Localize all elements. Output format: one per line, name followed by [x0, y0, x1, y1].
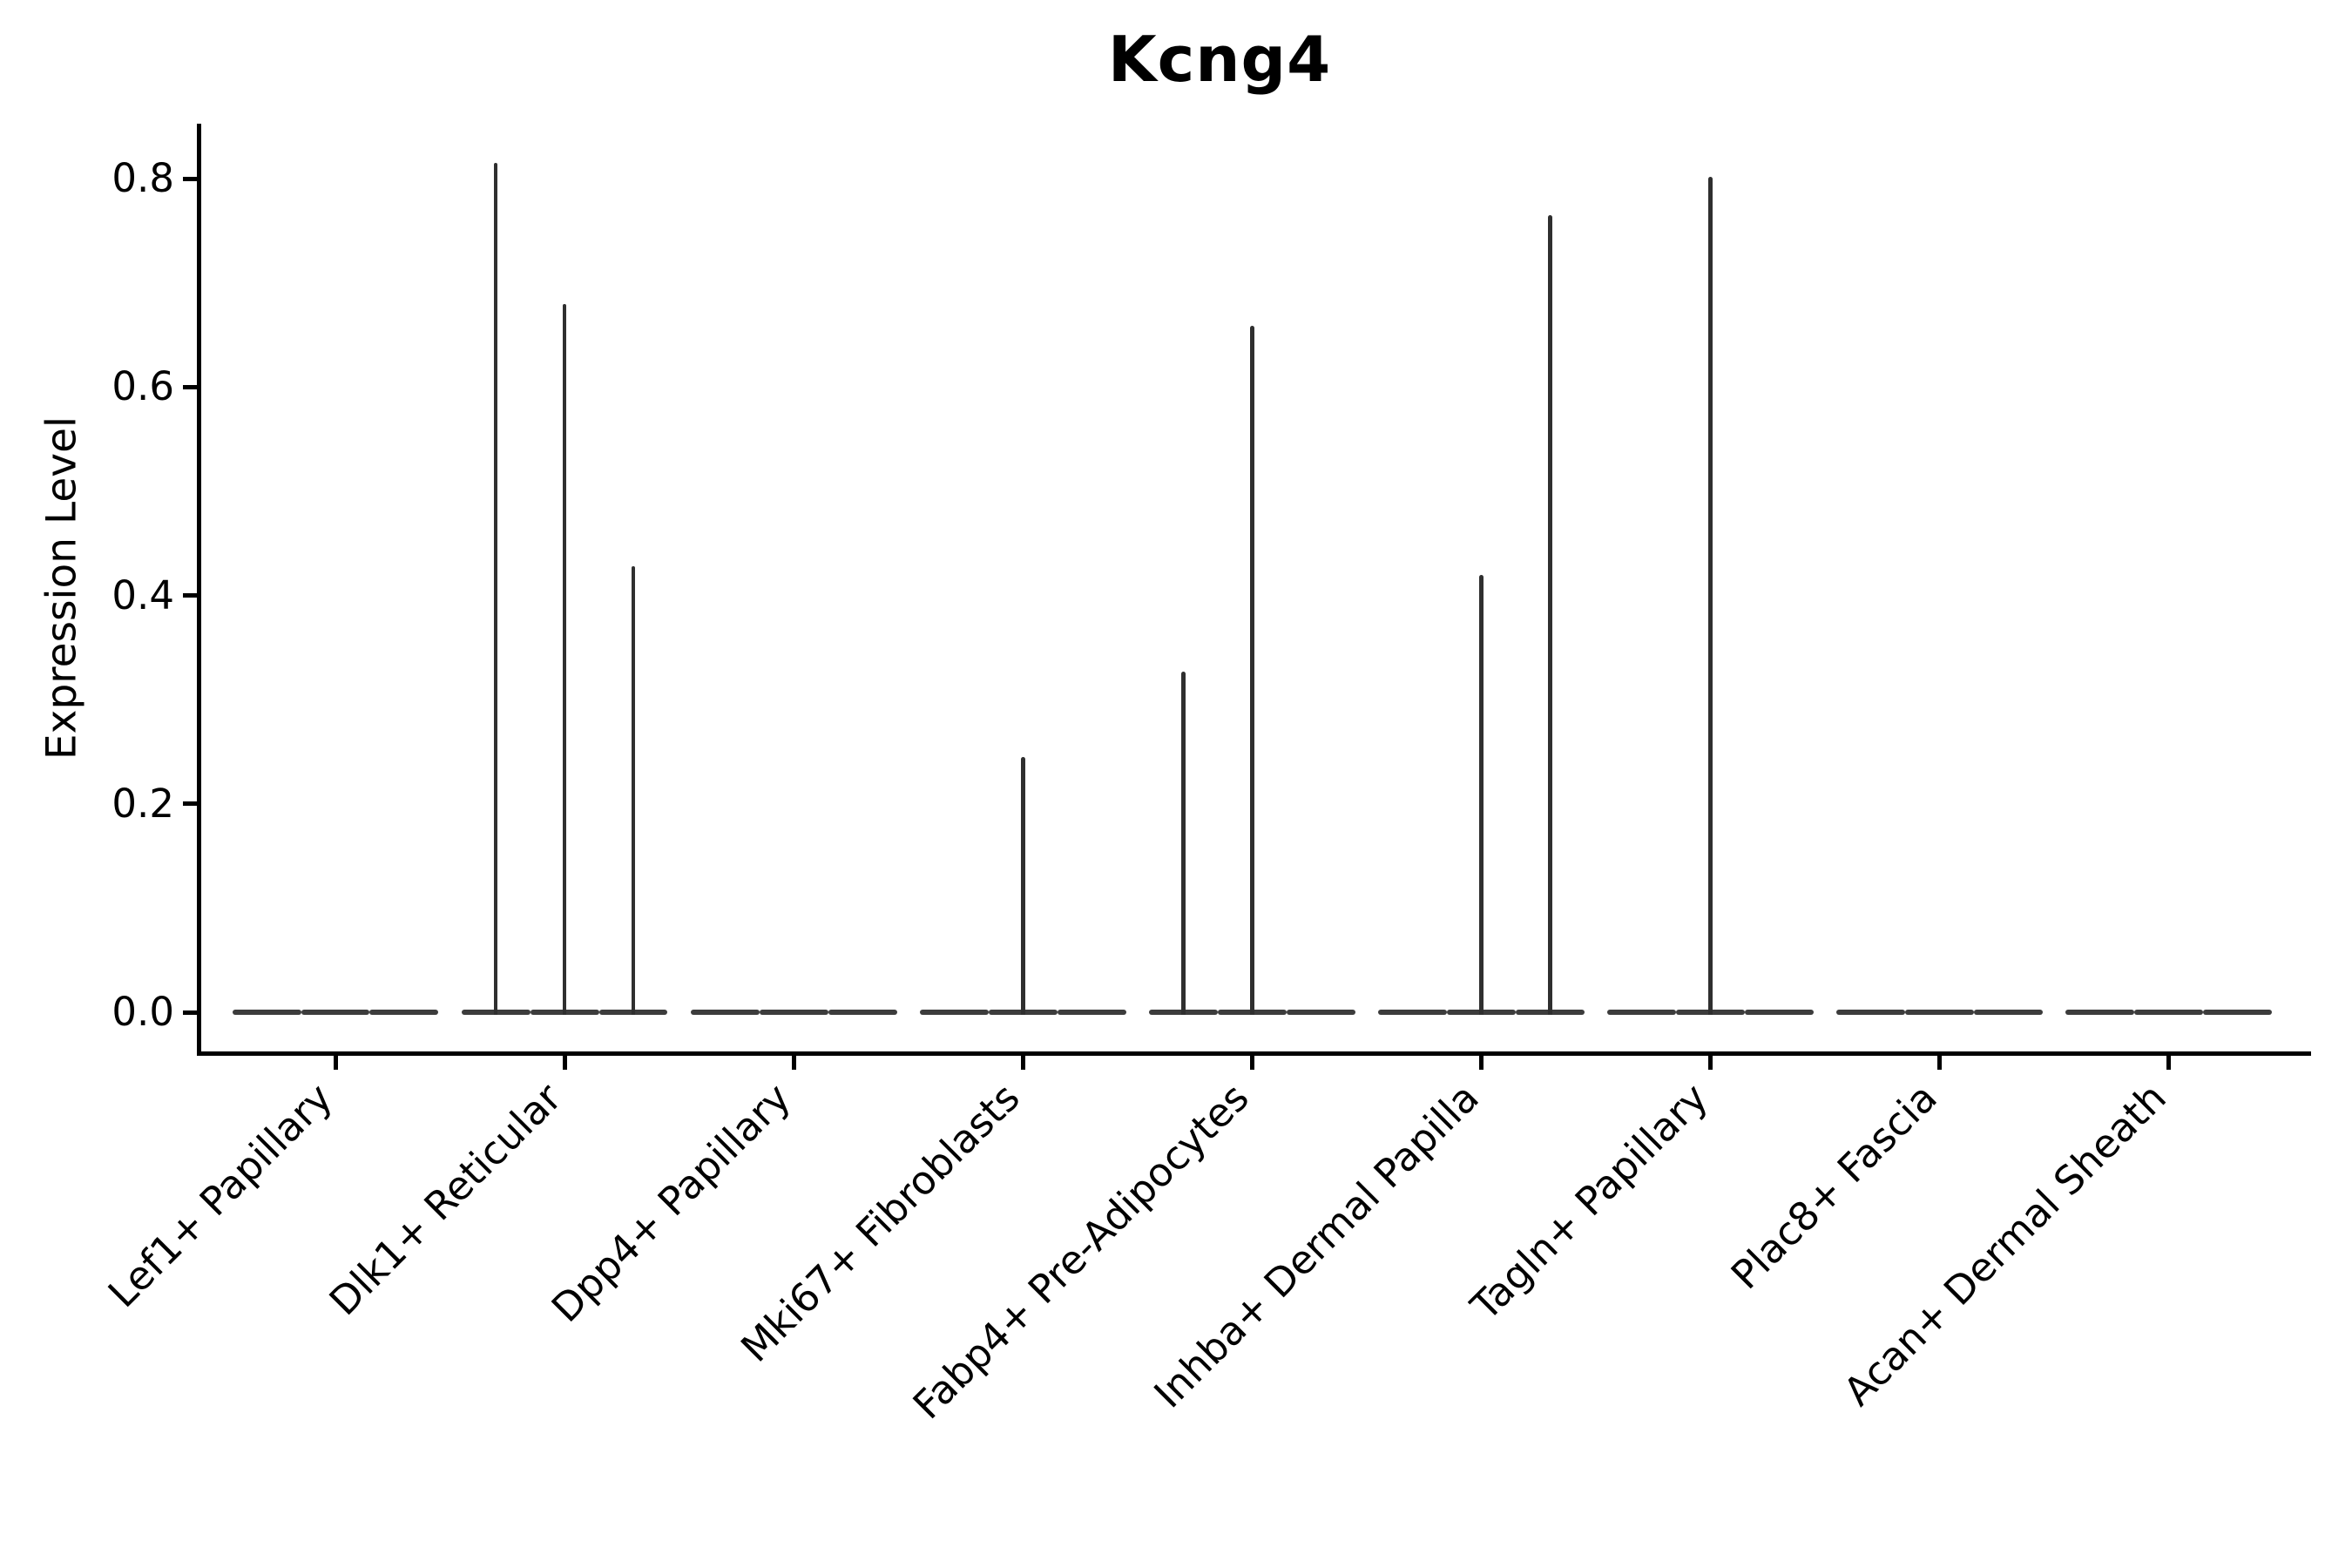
x-tick-label: Plac8+ Fascia [1721, 1073, 1946, 1298]
violin-baseline [1607, 1010, 1677, 1015]
x-tick [1937, 1055, 1943, 1070]
y-tick-label: 0.8 [112, 155, 174, 201]
violin-baseline [369, 1010, 439, 1015]
violin-spike [493, 163, 498, 1015]
x-axis-spine [196, 1051, 2311, 1056]
violin-spike [1548, 214, 1552, 1015]
y-tick [182, 384, 197, 389]
violin-baseline [1745, 1010, 1814, 1015]
x-tick [1249, 1055, 1254, 1070]
x-tick [562, 1055, 567, 1070]
y-tick-label: 0.6 [112, 363, 174, 410]
x-tick [1020, 1055, 1025, 1070]
violin-spike [1181, 671, 1186, 1015]
x-tick-label: Dpp4+ Papillary [543, 1073, 800, 1331]
x-tick [1708, 1055, 1713, 1070]
x-tick-label: Lef1+ Papillary [98, 1073, 341, 1316]
violin-baseline [301, 1010, 370, 1015]
y-tick [182, 801, 197, 807]
plot-title: Kcng4 [1107, 23, 1332, 96]
violin-baseline [1057, 1010, 1126, 1015]
violin-baseline [2203, 1010, 2273, 1015]
x-tick [2166, 1055, 2172, 1070]
y-tick [182, 1010, 197, 1015]
x-tick-label: Dlk1+ Reticular [320, 1073, 571, 1324]
violin-baseline [759, 1010, 828, 1015]
violin-baseline [232, 1010, 301, 1015]
x-tick-label: Tagln+ Papillary [1461, 1073, 1717, 1329]
violin-spike [631, 566, 636, 1015]
violin-spike [1021, 756, 1025, 1015]
x-tick [791, 1055, 796, 1070]
violin-spike [1250, 325, 1254, 1015]
violin-baseline [1974, 1010, 2044, 1015]
y-tick-label: 0.0 [112, 989, 174, 1035]
violin-baseline [919, 1010, 989, 1015]
violin-baseline [690, 1010, 760, 1015]
y-tick-label: 0.4 [112, 571, 174, 618]
violin-spike [1708, 176, 1713, 1015]
x-tick [1479, 1055, 1484, 1070]
violin-baseline [1905, 1010, 1975, 1015]
violin-spike [562, 303, 567, 1015]
y-tick [182, 176, 197, 181]
violin-baseline [1286, 1010, 1355, 1015]
violin-spike [1479, 574, 1484, 1015]
y-tick-label: 0.2 [112, 780, 174, 827]
violin-baseline [828, 1010, 897, 1015]
violin-baseline [2134, 1010, 2204, 1015]
violin-baseline [1836, 1010, 1906, 1015]
y-axis-spine [196, 124, 201, 1056]
violin-baseline [2065, 1010, 2135, 1015]
y-tick [182, 593, 197, 598]
x-tick [333, 1055, 338, 1070]
violin-baseline [1378, 1010, 1448, 1015]
